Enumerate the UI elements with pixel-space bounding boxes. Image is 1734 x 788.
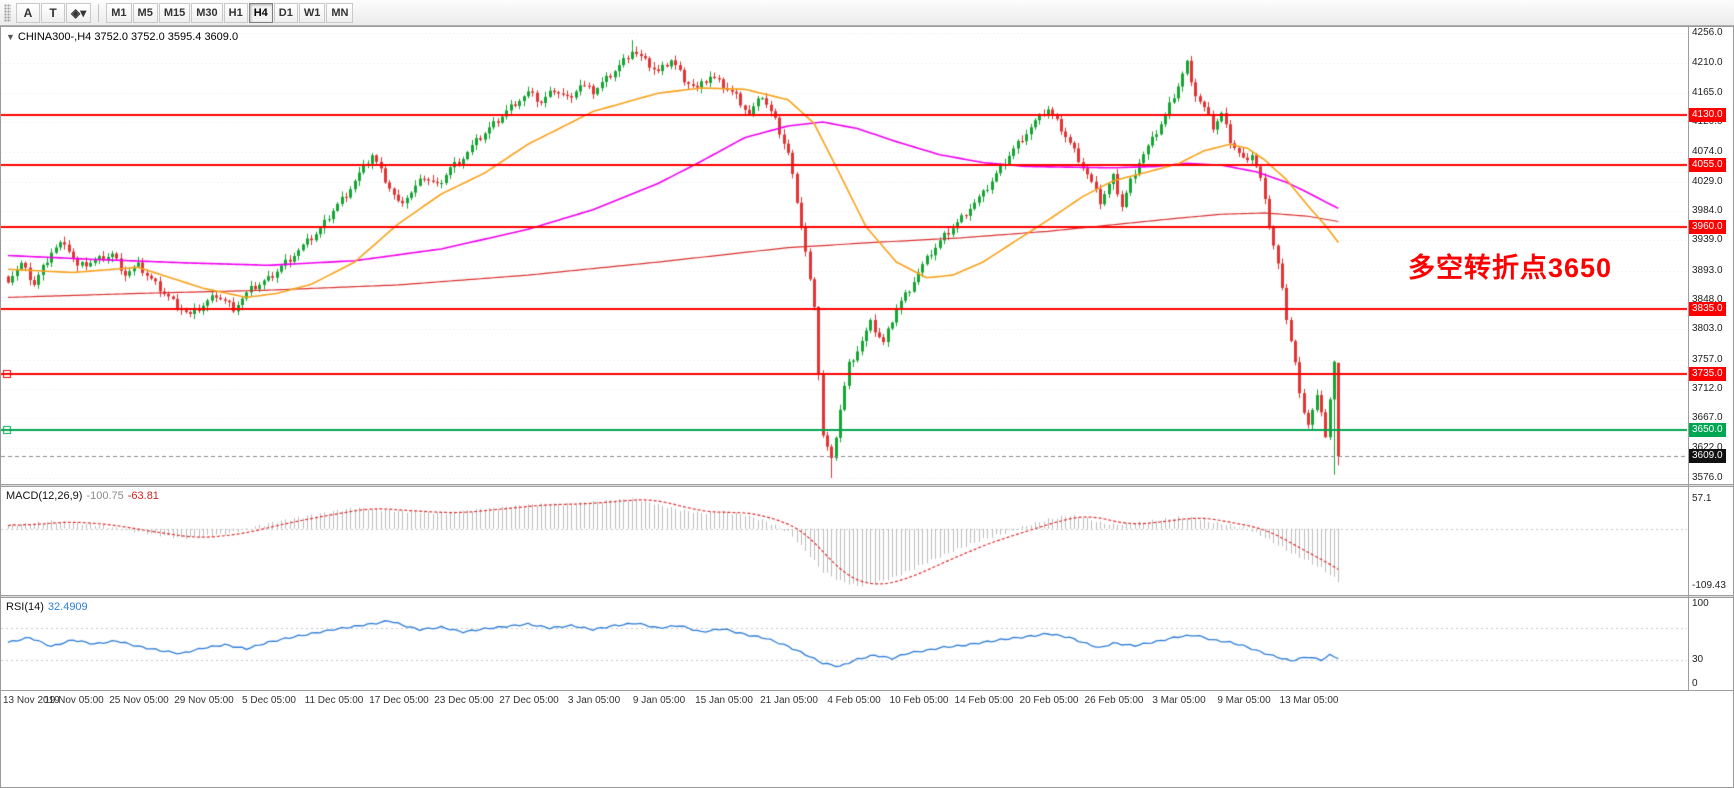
textbox-tool-button[interactable]: T	[41, 2, 65, 23]
text-tool-button[interactable]: A	[16, 2, 40, 23]
time-axis-label: 13 Nov 2019	[3, 695, 60, 706]
panel-splitter[interactable]	[1, 595, 1733, 598]
macd-label: MACD(12,26,9) -100.75 -63.81	[6, 490, 159, 502]
shapes-tool-button[interactable]: ◈▾	[66, 2, 92, 23]
time-axis-label: 10 Feb 05:00	[889, 695, 949, 706]
timeframe-h4[interactable]: H4	[248, 2, 273, 23]
time-axis-label: 23 Dec 05:00	[434, 695, 494, 706]
time-axis-label: 13 Mar 05:00	[1279, 695, 1339, 706]
macd-title: MACD(12,26,9)	[6, 490, 83, 502]
hline-price-badge: 3835.0	[1689, 301, 1726, 316]
price-tick: 3667.0	[1692, 412, 1723, 424]
toolbar-drag-handle[interactable]	[4, 3, 11, 22]
symbol-dropdown-icon[interactable]: ▼	[6, 32, 15, 42]
rsi-canvas[interactable]	[1, 598, 1687, 690]
hline-price-badge: 4130.0	[1689, 108, 1726, 123]
time-axis-label: 4 Feb 05:00	[827, 695, 881, 706]
price-tick: 3893.0	[1692, 264, 1723, 276]
rsi-axis-label: 100	[1692, 598, 1709, 609]
time-axis-label: 3 Jan 05:00	[567, 695, 621, 706]
price-tick: 3576.0	[1692, 472, 1723, 483]
time-axis-label: 15 Jan 05:00	[695, 695, 753, 706]
price-tick: 3848.0	[1692, 294, 1723, 305]
timeframe-m1[interactable]: M1	[106, 2, 132, 23]
time-axis-label: 5 Dec 05:00	[242, 695, 296, 706]
price-tick: 3757.0	[1692, 353, 1723, 365]
time-axis-label: 14 Feb 05:00	[954, 695, 1014, 706]
timeframe-m5[interactable]: M5	[132, 2, 158, 23]
symbol-ohlc-title: CHINA300-,H4 3752.0 3752.0 3595.4 3609.0	[17, 31, 239, 43]
time-axis-label: 21 Jan 05:00	[760, 695, 818, 706]
macd-signal-value: -63.81	[127, 490, 159, 502]
macd-axis-max: 57.1	[1692, 493, 1712, 504]
timeframe-mn[interactable]: MN	[326, 2, 354, 23]
hline-price-badge: 3960.0	[1689, 219, 1726, 234]
price-axis-separator	[1688, 27, 1689, 712]
price-tick: 4165.0	[1692, 86, 1723, 98]
timeframe-h1[interactable]: H1	[223, 2, 248, 23]
chart-annotation: 多空转折点3650	[1408, 253, 1613, 283]
panel-splitter[interactable]	[1, 484, 1733, 487]
hline-price-badge: 3735.0	[1689, 366, 1726, 381]
timeframe-m30[interactable]: M30	[191, 2, 223, 23]
price-tick: 3939.0	[1692, 234, 1723, 246]
rsi-axis-label: 30	[1692, 654, 1704, 665]
macd-value: -100.75	[86, 490, 124, 502]
rsi-value: 32.4909	[47, 601, 88, 613]
price-tick: 3803.0	[1692, 323, 1723, 335]
drawing-tool-buttons: A T ◈▾	[16, 2, 92, 23]
macd-axis-min: -109.43	[1692, 580, 1726, 591]
current-price-badge: 3609.0	[1689, 449, 1726, 464]
price-tick: 3622.0	[1692, 441, 1723, 453]
rsi-label: RSI(14) 32.4909	[6, 601, 88, 613]
hline-price-badge: 4055.0	[1689, 157, 1726, 172]
main-chart-canvas[interactable]	[1, 27, 1687, 484]
time-axis-label: 9 Mar 05:00	[1217, 695, 1271, 706]
price-tick: 4029.0	[1692, 175, 1723, 187]
timeframe-m15[interactable]: M15	[158, 2, 191, 23]
price-tick: 4074.0	[1692, 146, 1723, 158]
time-axis-label: 3 Mar 05:00	[1152, 695, 1206, 706]
price-tick: 4210.0	[1692, 57, 1723, 69]
time-axis-label: 19 Nov 05:00	[44, 695, 104, 706]
toolbar: A T ◈▾ M1 M5 M15 M30 H1 H4 D1 W1 MN	[0, 0, 1734, 26]
timeframe-d1[interactable]: D1	[273, 2, 298, 23]
time-axis-label: 25 Nov 05:00	[109, 695, 169, 706]
time-axis-label: 27 Dec 05:00	[499, 695, 559, 706]
hline-price-badge: 3650.0	[1689, 422, 1726, 437]
time-axis-label: 26 Feb 05:00	[1084, 695, 1144, 706]
time-axis-label: 9 Jan 05:00	[632, 695, 686, 706]
time-axis-label: 29 Nov 05:00	[174, 695, 234, 706]
time-axis-label: 20 Feb 05:00	[1019, 695, 1079, 706]
symbol-header: ▼ CHINA300-,H4 3752.0 3752.0 3595.4 3609.…	[6, 31, 238, 43]
timeframe-buttons: M1 M5 M15 M30 H1 H4 D1 W1 MN	[106, 2, 354, 23]
rsi-axis-label: 0	[1692, 678, 1698, 689]
time-axis[interactable]: 13 Nov 2019 19 Nov 05:00 25 Nov 05:00 29 No…	[1, 690, 1733, 712]
price-tick: 4256.0	[1692, 27, 1723, 38]
macd-canvas[interactable]	[1, 487, 1687, 595]
toolbar-separator	[98, 3, 100, 22]
rsi-title: RSI(14)	[6, 601, 44, 613]
price-tick: 3984.0	[1692, 205, 1723, 216]
time-axis-label: 11 Dec 05:00	[304, 695, 364, 706]
timeframe-w1[interactable]: W1	[298, 2, 326, 23]
price-tick: 3712.0	[1692, 383, 1723, 394]
time-axis-label: 17 Dec 05:00	[369, 695, 429, 706]
